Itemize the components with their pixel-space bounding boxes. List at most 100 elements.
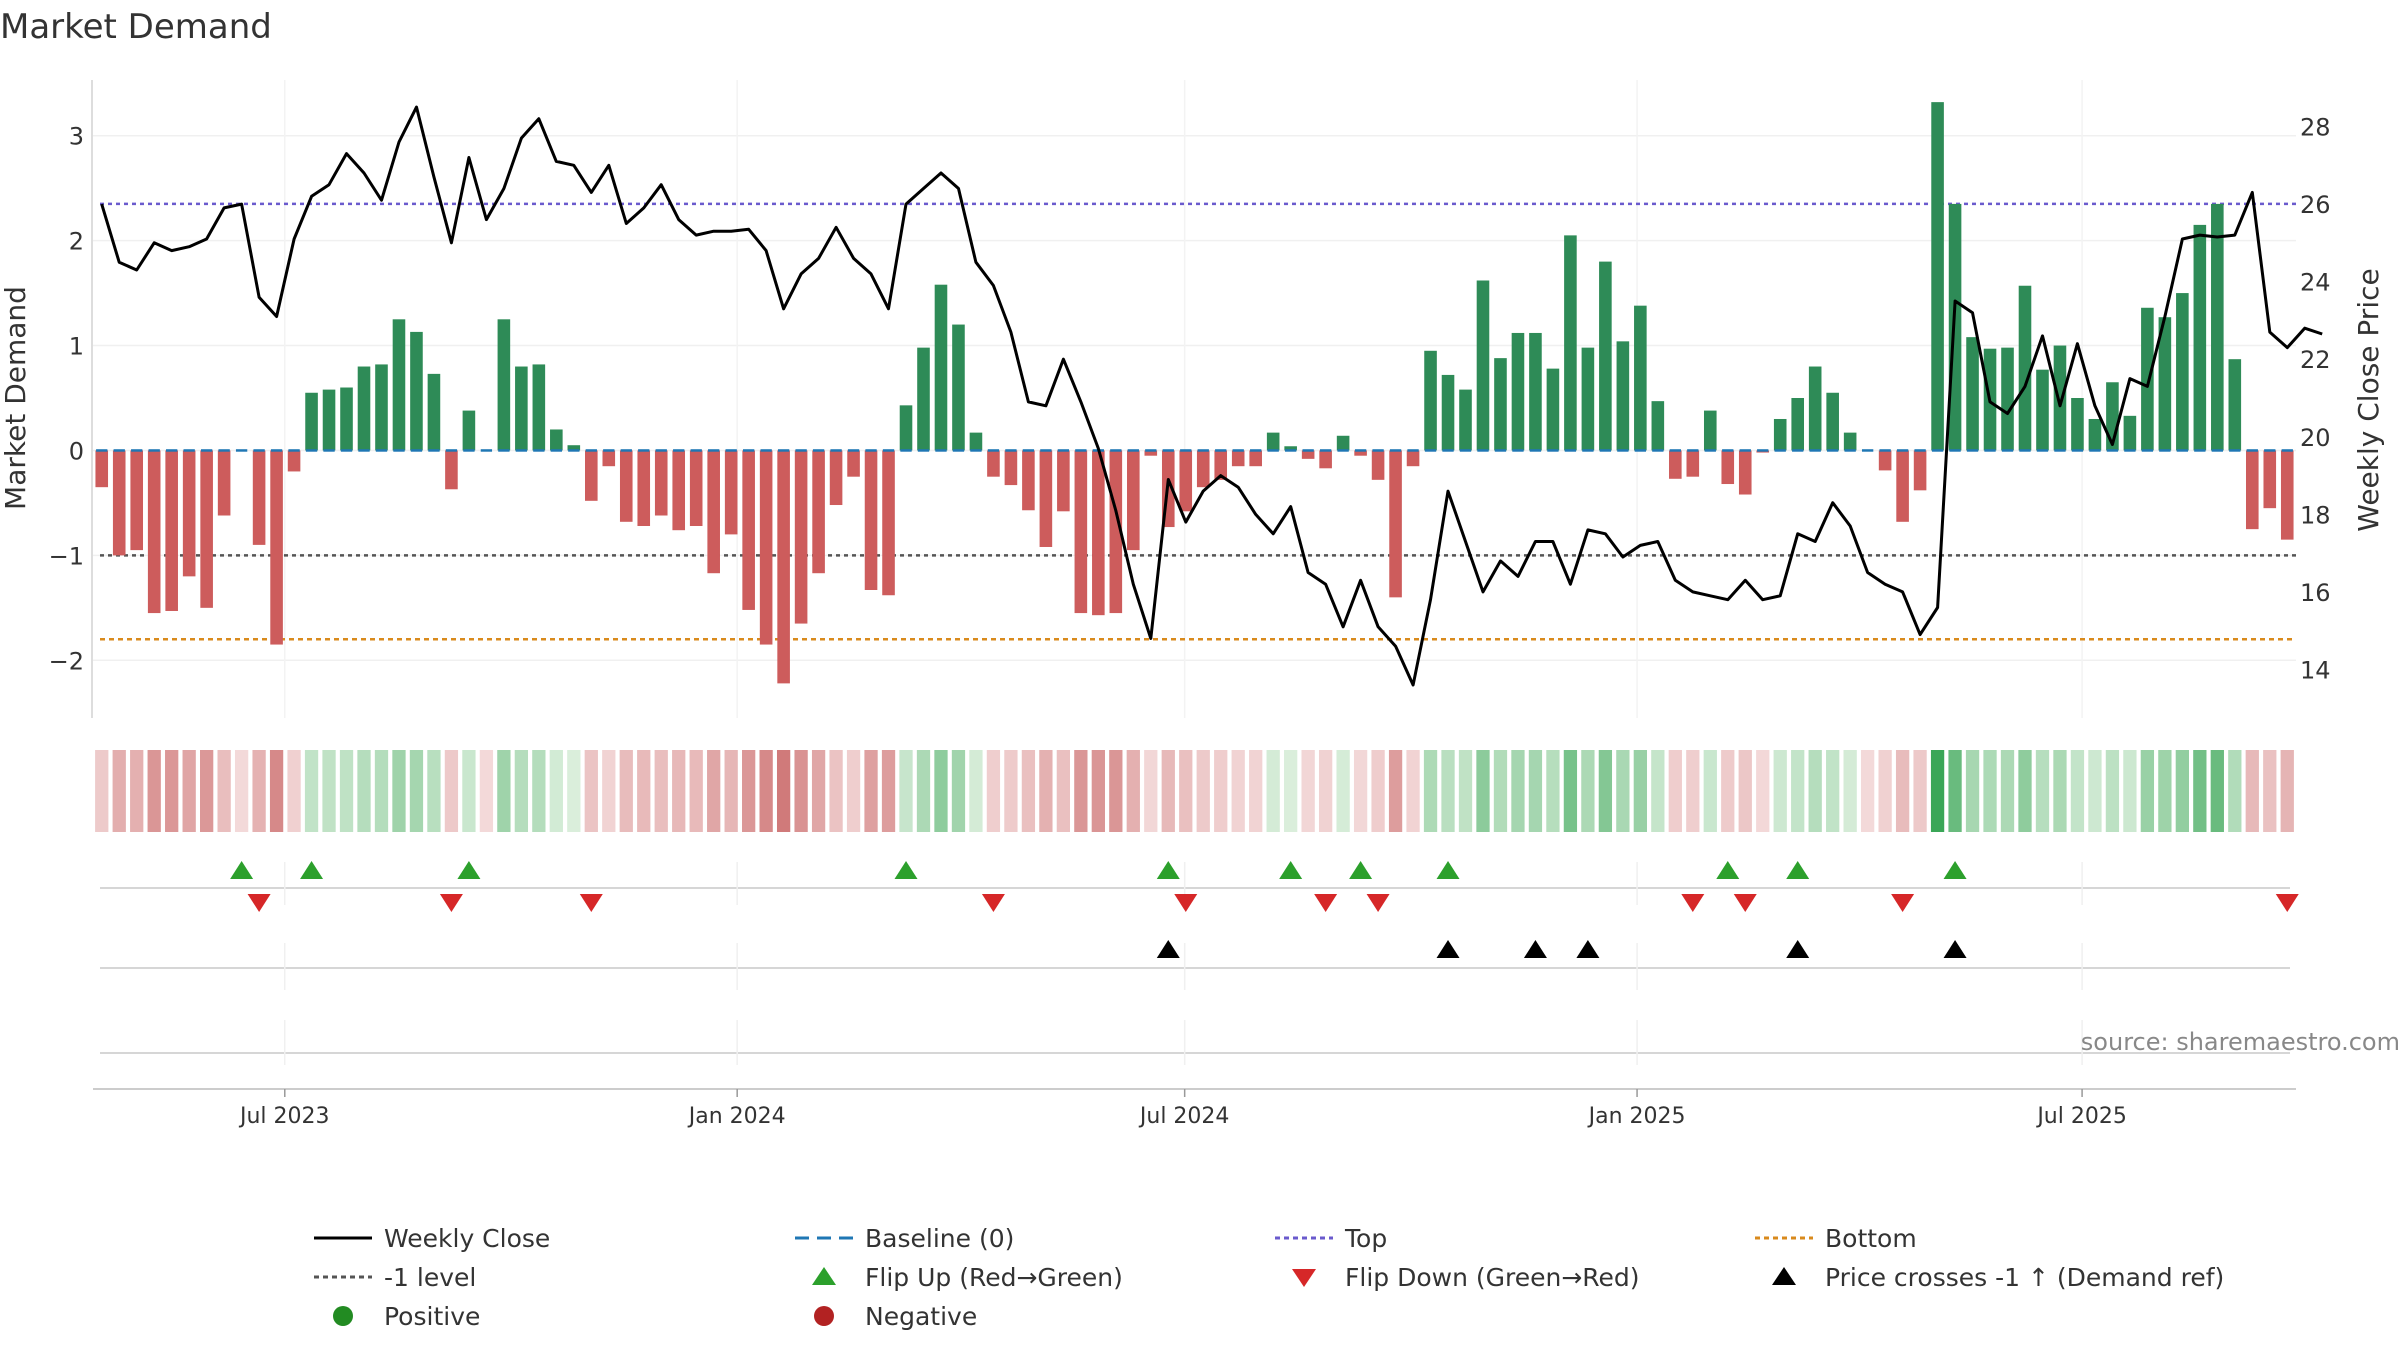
heat-cell <box>1249 750 1263 832</box>
flip-up-marker <box>1786 861 1810 879</box>
heat-cell <box>1791 750 1805 832</box>
heat-cell <box>1668 750 1682 832</box>
right-tick-label: 14 <box>2300 657 2331 685</box>
positive-demand-bar <box>550 429 563 451</box>
heat-cell <box>514 750 529 832</box>
legend-label: Flip Up (Red→Green) <box>865 1263 1123 1292</box>
positive-demand-bar <box>515 366 528 451</box>
negative-demand-bar <box>847 450 860 477</box>
legend-swatch <box>333 1306 353 1326</box>
heat-cell <box>1756 750 1770 832</box>
price-cross-marker <box>1523 940 1547 958</box>
positive-demand-bar <box>1931 102 1944 451</box>
heat-cell <box>2070 750 2085 832</box>
heat-cell <box>2263 750 2277 832</box>
positive-demand-bar <box>952 324 965 451</box>
heat-cell <box>846 750 861 832</box>
heat-cell <box>200 750 214 832</box>
heat-cell <box>1528 750 1543 832</box>
negative-demand-bar <box>1214 450 1228 480</box>
heat-cell <box>1581 750 1595 832</box>
heat-cell <box>1633 750 1647 832</box>
left-axis-ticks: 3 2 1 0 −1 −2 <box>49 123 84 676</box>
heat-cell <box>707 750 721 832</box>
heat-cell <box>934 750 948 832</box>
positive-demand-bar <box>2088 418 2102 451</box>
heat-cell <box>252 750 266 832</box>
heat-cell <box>1161 750 1175 832</box>
flip-up-marker <box>1349 861 1373 879</box>
heat-cell <box>724 750 738 832</box>
positive-demand-bar <box>2228 359 2242 451</box>
negative-demand-bar <box>1319 450 1332 469</box>
source-note: source: sharemaestro.com <box>2081 1028 2400 1056</box>
heat-cell <box>1546 750 1560 832</box>
heat-cell <box>2053 750 2067 832</box>
heat-cell <box>1686 750 1700 832</box>
negative-demand-bar <box>95 450 109 488</box>
heat-cell <box>1388 750 1403 832</box>
negative-demand-bar <box>1144 450 1158 456</box>
right-tick-label: 16 <box>2300 579 2331 607</box>
heat-cell <box>2140 750 2155 832</box>
right-tick-label: 28 <box>2300 113 2331 141</box>
heat-cell <box>2245 750 2259 832</box>
heat-cell <box>1074 750 1088 832</box>
positive-demand-bar <box>1773 418 1787 451</box>
heat-cell <box>1703 750 1717 832</box>
heat-cell <box>1371 750 1385 832</box>
positive-demand-bar <box>1476 280 1490 451</box>
heat-cell <box>1913 750 1927 832</box>
heat-cell <box>864 750 878 832</box>
heat-cell <box>811 750 826 832</box>
negative-demand-bar <box>217 450 231 516</box>
heat-cell <box>776 750 791 832</box>
heat-cell <box>619 750 633 832</box>
heat-cell <box>497 750 511 832</box>
right-tick-label: 26 <box>2300 191 2331 219</box>
heat-cell <box>1965 750 1980 832</box>
flip-up-marker <box>1279 861 1303 879</box>
heat-cell <box>2088 750 2102 832</box>
negative-demand-bar <box>1913 450 1927 491</box>
heat-cell <box>479 750 494 832</box>
heat-cell <box>1651 750 1665 832</box>
positive-demand-bar <box>375 364 388 451</box>
positive-demand-bar <box>392 319 406 451</box>
right-tick-label: 18 <box>2300 501 2331 529</box>
legend: Weekly Close Baseline (0) Top Bottom -1 leve… <box>314 1224 2224 1331</box>
positive-demand-bar <box>1459 389 1472 451</box>
flip-down-marker <box>247 894 271 912</box>
demand-bars <box>95 102 2294 684</box>
positive-demand-bar <box>567 445 581 451</box>
heat-cell <box>1196 750 1210 832</box>
negative-demand-bar <box>777 450 790 684</box>
negative-demand-bar <box>794 450 808 624</box>
heat-cell <box>2280 750 2294 832</box>
heat-cell <box>130 750 144 832</box>
flip-up-marker <box>1156 861 1180 879</box>
heat-cell <box>829 750 843 832</box>
signal-markers <box>230 861 2299 958</box>
negative-demand-bar <box>1022 450 1035 511</box>
negative-demand-bar <box>1179 450 1193 512</box>
heat-cell <box>304 750 319 832</box>
heat-cell <box>689 750 703 832</box>
heat-cell <box>1021 750 1036 832</box>
positive-demand-bar <box>2071 398 2084 451</box>
legend-item: Flip Down (Green→Red) <box>1292 1263 1640 1292</box>
flip-up-marker <box>457 861 481 879</box>
heat-cell <box>234 750 249 832</box>
heat-cell <box>1441 750 1455 832</box>
positive-demand-bar <box>899 405 913 451</box>
legend-label: Baseline (0) <box>865 1224 1014 1253</box>
heat-cell <box>1983 750 1997 832</box>
flip-down-marker <box>2275 894 2299 912</box>
heat-cell <box>1214 750 1228 832</box>
negative-demand-bar <box>882 450 895 596</box>
positive-demand-bar <box>1616 341 1630 451</box>
heat-cell <box>217 750 231 832</box>
negative-demand-bar <box>987 450 1000 477</box>
positive-demand-bar <box>2001 347 2014 451</box>
legend-swatch <box>1292 1269 1316 1287</box>
